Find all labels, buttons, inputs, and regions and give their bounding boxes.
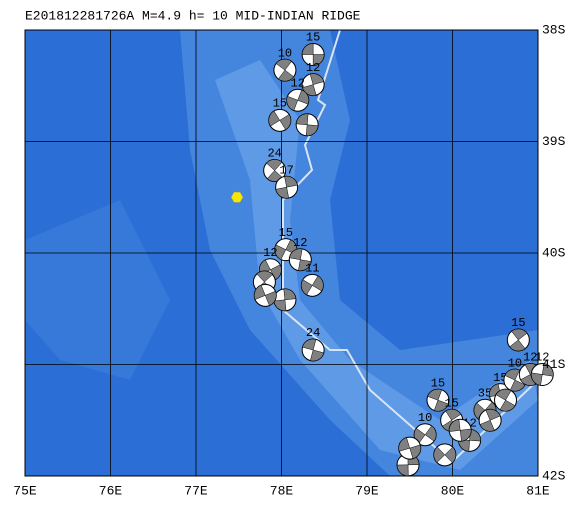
beachball-quadrants: [254, 284, 277, 306]
depth-label: 11: [305, 262, 319, 276]
focal-mechanism: [253, 283, 277, 307]
focal-mechanism: [530, 363, 554, 387]
focal-mechanism: [426, 388, 450, 412]
epicenter: [230, 191, 244, 203]
beachball-quadrants: [449, 419, 472, 442]
lon-label: 77E: [184, 483, 208, 498]
focal-mechanism: [301, 43, 325, 67]
lon-label: 76E: [99, 483, 123, 498]
focal-mechanism: [273, 58, 297, 82]
focal-mechanism: [286, 88, 310, 112]
focal-mechanism: [300, 273, 324, 297]
focal-mechanism: [301, 73, 325, 97]
beachball-quadrants: [295, 113, 319, 136]
lon-label: 78E: [270, 483, 294, 498]
depth-label: 15: [306, 31, 320, 45]
lat-label: 41S: [542, 357, 566, 372]
focal-mechanism: [263, 158, 287, 182]
lat-label: 40S: [542, 245, 566, 260]
frame: [24, 29, 539, 477]
focal-mechanism: [273, 288, 297, 312]
depth-label: 12: [523, 351, 537, 365]
depth-label: 17: [279, 163, 293, 177]
focal-mechanism: [275, 175, 299, 199]
focal-mechanism: [494, 388, 518, 412]
lon-label: 81E: [526, 483, 550, 498]
beachball-quadrants: [275, 58, 295, 82]
focal-mechanism: [268, 108, 292, 132]
focal-mechanism: [301, 338, 325, 362]
beachball-quadrants: [301, 275, 324, 296]
beachball-quadrants: [268, 110, 291, 130]
beachball-quadrants: [479, 409, 501, 432]
focal-mechanism: [433, 443, 457, 467]
depth-label: 10: [508, 356, 522, 370]
focal-mechanism: [448, 418, 472, 442]
focal-mechanism: [398, 436, 422, 460]
lon-label: 79E: [355, 483, 379, 498]
beachball-quadrants: [286, 89, 309, 111]
depth-label: 15: [444, 396, 458, 410]
lat-label: 42S: [542, 468, 566, 483]
depth-label: 15: [511, 316, 525, 330]
ridge-crest: [215, 60, 538, 470]
title: E201812281726A M=4.9 h= 10 MID-INDIAN RI…: [25, 8, 361, 23]
beachball-quadrants: [398, 437, 421, 459]
lon-label: 80E: [441, 483, 465, 498]
depth-label: 10: [418, 411, 432, 425]
depth-label: 15: [431, 376, 445, 390]
depth-label: 24: [267, 147, 281, 161]
depth-label: 12: [291, 76, 305, 90]
focal-mechanism: [413, 423, 437, 447]
focal-mechanism: [295, 113, 319, 137]
beachball-quadrants: [509, 328, 528, 352]
beachball-quadrants: [531, 363, 554, 386]
focal-mechanism: [288, 248, 312, 272]
beachball-quadrants: [302, 73, 325, 96]
depth-label: 24: [306, 326, 320, 340]
depth-label: 12: [306, 61, 320, 75]
focal-mechanism: [478, 408, 502, 432]
beachball-quadrants: [302, 338, 325, 362]
beachball-quadrants: [433, 446, 457, 464]
lat-label: 39S: [542, 134, 566, 149]
depth-label: 12: [293, 236, 307, 250]
lat-label: 38S: [542, 22, 566, 37]
depth-label: 12: [535, 351, 549, 365]
beachball-quadrants: [275, 175, 298, 199]
focal-mechanism: [396, 453, 420, 477]
beachball-quadrants: [289, 248, 312, 271]
lon-label: 75E: [13, 483, 37, 498]
beachball-quadrants: [427, 388, 449, 412]
beachball-quadrants: [495, 388, 516, 412]
beachball-quadrants: [301, 43, 325, 66]
depth-label: 10: [278, 46, 292, 60]
depth-label: 15: [279, 226, 293, 240]
depth-label: 12: [263, 246, 277, 260]
focal-mechanism: [506, 328, 530, 352]
depth-label: 35: [478, 386, 492, 400]
depth-label: 15: [273, 96, 287, 110]
